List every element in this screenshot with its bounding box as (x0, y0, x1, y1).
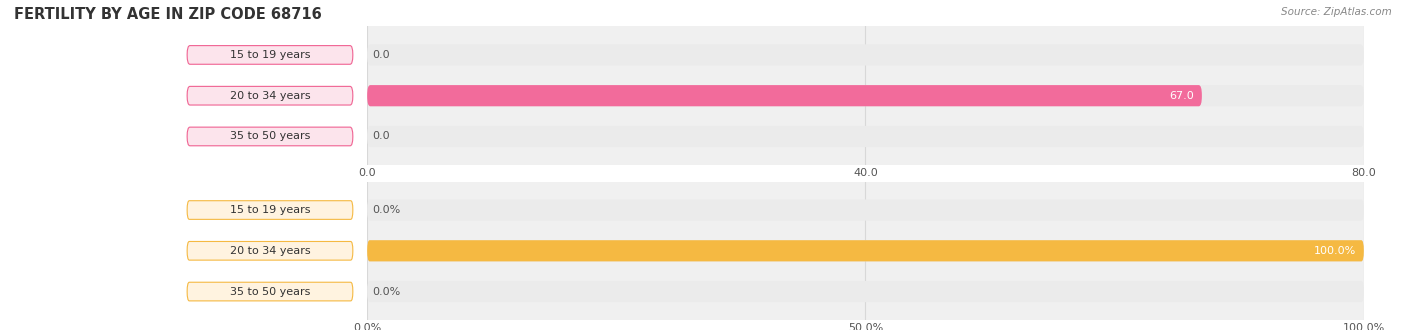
FancyBboxPatch shape (187, 86, 353, 105)
Text: 35 to 50 years: 35 to 50 years (229, 286, 311, 297)
Text: 15 to 19 years: 15 to 19 years (229, 205, 311, 215)
FancyBboxPatch shape (367, 281, 1364, 302)
Text: 35 to 50 years: 35 to 50 years (229, 131, 311, 142)
FancyBboxPatch shape (367, 44, 1364, 66)
FancyBboxPatch shape (367, 126, 1364, 147)
Text: 100.0%: 100.0% (1313, 246, 1355, 256)
FancyBboxPatch shape (367, 240, 1364, 261)
Text: Source: ZipAtlas.com: Source: ZipAtlas.com (1281, 7, 1392, 16)
Text: 15 to 19 years: 15 to 19 years (229, 50, 311, 60)
FancyBboxPatch shape (367, 240, 1364, 261)
Text: 20 to 34 years: 20 to 34 years (229, 91, 311, 101)
Text: 67.0: 67.0 (1170, 91, 1194, 101)
FancyBboxPatch shape (187, 46, 353, 64)
Bar (183, 26, 367, 165)
FancyBboxPatch shape (187, 201, 353, 219)
Text: 0.0%: 0.0% (373, 286, 401, 297)
FancyBboxPatch shape (187, 282, 353, 301)
Text: 0.0: 0.0 (373, 50, 389, 60)
FancyBboxPatch shape (367, 199, 1364, 221)
FancyBboxPatch shape (367, 85, 1364, 106)
Text: 20 to 34 years: 20 to 34 years (229, 246, 311, 256)
Text: 0.0%: 0.0% (373, 205, 401, 215)
Text: 0.0: 0.0 (373, 131, 389, 142)
Text: FERTILITY BY AGE IN ZIP CODE 68716: FERTILITY BY AGE IN ZIP CODE 68716 (14, 7, 322, 21)
FancyBboxPatch shape (187, 127, 353, 146)
FancyBboxPatch shape (187, 242, 353, 260)
Bar (183, 182, 367, 320)
FancyBboxPatch shape (367, 85, 1202, 106)
